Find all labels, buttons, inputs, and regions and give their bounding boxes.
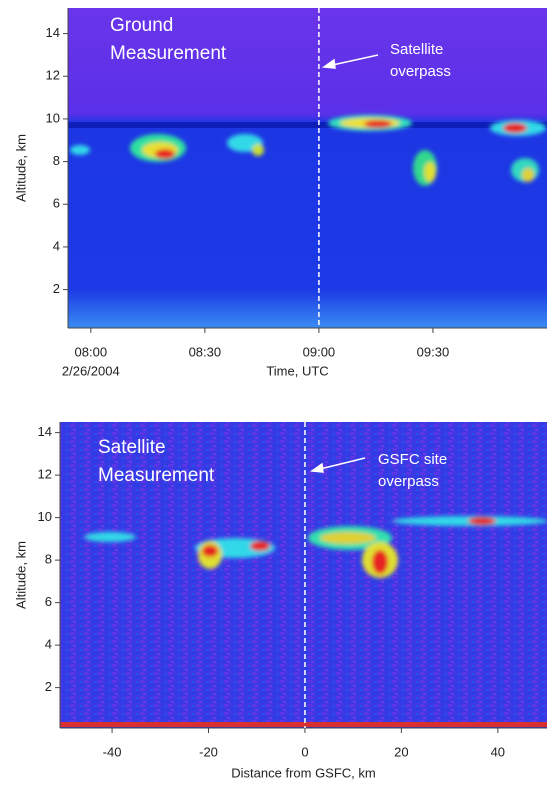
annotation-line: Measurement <box>110 43 227 64</box>
y-tick-label: 4 <box>45 637 52 652</box>
y-tick-label: 6 <box>53 196 60 211</box>
x-axis-label: Time, UTC <box>266 363 328 378</box>
annotation-line: GSFC site <box>378 451 447 468</box>
y-tick-label: 2 <box>45 679 52 694</box>
x-tick-label: 20 <box>394 744 408 759</box>
x-tick-label: 08:00 <box>75 344 108 359</box>
y-tick-label: 10 <box>46 110 60 125</box>
x-tick-label: 09:30 <box>417 344 450 359</box>
annotation: GSFC site overpass <box>378 451 447 490</box>
y-tick-label: 14 <box>38 424 52 439</box>
y-tick-label: 10 <box>38 509 52 524</box>
x-tick-label: -40 <box>103 744 122 759</box>
annotation-line: Satellite <box>98 437 166 458</box>
y-tick-label: 4 <box>53 238 60 253</box>
annotation-line: Ground <box>110 15 173 36</box>
annotation: Ground Measurement <box>110 15 227 64</box>
y-tick-label: 14 <box>46 25 60 40</box>
x-tick-label: 08:30 <box>189 344 222 359</box>
x-tick-label: 09:00 <box>303 344 336 359</box>
annotation: Satellite overpass <box>390 41 451 80</box>
plot-background <box>60 8 547 728</box>
annotation-line: overpass <box>390 63 451 80</box>
annotation-line: Satellite <box>390 41 443 58</box>
x-axis-label: Distance from GSFC, km <box>231 765 375 780</box>
y-axis-label: Altitude, km <box>13 541 28 609</box>
annotation-arrows <box>309 54 379 473</box>
annotation-line: Measurement <box>98 465 215 486</box>
x-tick-label: 40 <box>491 744 505 759</box>
annotation-line: overpass <box>378 473 439 490</box>
x-tick-label: -20 <box>199 744 218 759</box>
annotation: Satellite Measurement <box>98 437 215 486</box>
y-tick-label: 2 <box>53 281 60 296</box>
y-tick-label: 8 <box>45 552 52 567</box>
y-tick-label: 12 <box>46 68 60 83</box>
y-tick-label: 8 <box>53 153 60 168</box>
x-date-label: 2/26/2004 <box>62 363 120 378</box>
y-tick-label: 6 <box>45 594 52 609</box>
y-tick-label: 12 <box>38 467 52 482</box>
y-axis-label: Altitude, km <box>13 134 28 202</box>
x-tick-label: 0 <box>301 744 308 759</box>
